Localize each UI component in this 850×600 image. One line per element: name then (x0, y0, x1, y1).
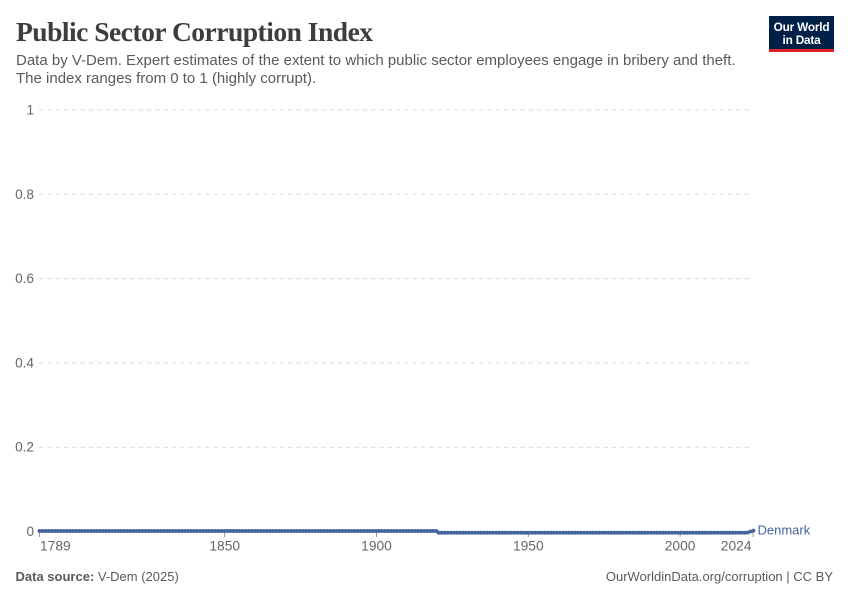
svg-text:1850: 1850 (209, 539, 240, 554)
svg-text:2024: 2024 (721, 539, 752, 554)
svg-text:1789: 1789 (40, 539, 71, 554)
svg-text:0: 0 (26, 524, 34, 539)
svg-text:1: 1 (26, 103, 34, 118)
svg-text:0.8: 0.8 (15, 187, 34, 202)
svg-text:0.6: 0.6 (15, 271, 34, 286)
svg-text:Denmark: Denmark (758, 522, 811, 537)
svg-text:0.2: 0.2 (15, 440, 34, 455)
svg-text:2000: 2000 (665, 539, 696, 554)
svg-text:1900: 1900 (361, 539, 392, 554)
svg-text:0.4: 0.4 (15, 355, 34, 370)
svg-text:1950: 1950 (513, 539, 544, 554)
